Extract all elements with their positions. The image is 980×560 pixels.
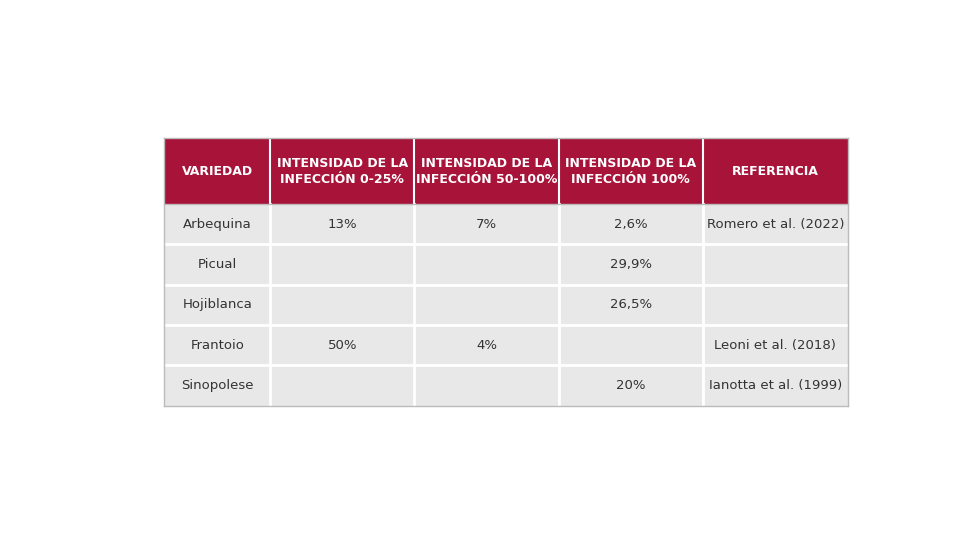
Text: 26,5%: 26,5%	[610, 298, 652, 311]
Text: Picual: Picual	[198, 258, 237, 271]
Bar	[559, 204, 703, 244]
Text: Hojiblanca: Hojiblanca	[182, 298, 252, 311]
Bar	[270, 138, 415, 204]
Bar	[559, 244, 703, 284]
Bar	[703, 244, 848, 284]
Text: 20%: 20%	[616, 379, 646, 392]
Bar	[165, 204, 270, 244]
Text: 29,9%: 29,9%	[610, 258, 652, 271]
Text: 50%: 50%	[327, 339, 357, 352]
Text: INTENSIDAD DE LA
INFECCIÓN 100%: INTENSIDAD DE LA INFECCIÓN 100%	[565, 157, 697, 185]
Bar	[165, 284, 270, 325]
Text: 4%: 4%	[476, 339, 497, 352]
Bar	[703, 284, 848, 325]
Text: Frantoio: Frantoio	[190, 339, 244, 352]
Bar	[270, 284, 415, 325]
Bar	[703, 204, 848, 244]
Text: 2,6%: 2,6%	[614, 217, 648, 231]
Bar	[270, 325, 415, 365]
Text: Leoni et al. (2018): Leoni et al. (2018)	[714, 339, 836, 352]
Bar	[415, 365, 559, 405]
Text: INTENSIDAD DE LA
INFECCIÓN 0-25%: INTENSIDAD DE LA INFECCIÓN 0-25%	[276, 157, 408, 185]
Text: Arbequina: Arbequina	[183, 217, 252, 231]
Bar	[559, 325, 703, 365]
Bar	[415, 325, 559, 365]
Bar	[415, 138, 559, 204]
Bar	[415, 284, 559, 325]
Bar	[270, 365, 415, 405]
Text: Ianotta et al. (1999): Ianotta et al. (1999)	[709, 379, 842, 392]
Bar	[165, 138, 270, 204]
Bar	[270, 204, 415, 244]
Bar	[165, 244, 270, 284]
Bar	[270, 244, 415, 284]
Bar	[559, 365, 703, 405]
Text: VARIEDAD: VARIEDAD	[181, 165, 253, 178]
Bar	[703, 325, 848, 365]
Text: Romero et al. (2022): Romero et al. (2022)	[707, 217, 844, 231]
Text: REFERENCIA: REFERENCIA	[732, 165, 819, 178]
Bar	[559, 284, 703, 325]
Bar	[559, 138, 703, 204]
Bar	[415, 244, 559, 284]
Bar	[165, 365, 270, 405]
Text: INTENSIDAD DE LA
INFECCIÓN 50-100%: INTENSIDAD DE LA INFECCIÓN 50-100%	[416, 157, 558, 185]
Bar	[703, 365, 848, 405]
Bar	[165, 325, 270, 365]
Text: 7%: 7%	[476, 217, 497, 231]
Bar	[415, 204, 559, 244]
Text: Sinopolese: Sinopolese	[181, 379, 254, 392]
Bar	[703, 138, 848, 204]
Text: 13%: 13%	[327, 217, 357, 231]
